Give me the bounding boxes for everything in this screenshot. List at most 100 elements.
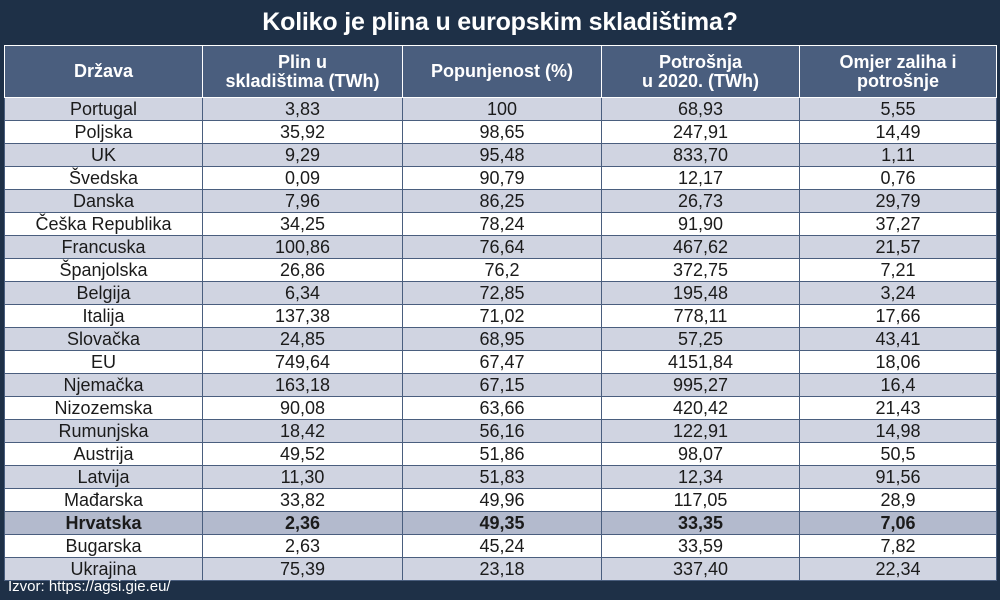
source-note: Izvor: https://agsi.gie.eu/: [8, 578, 171, 595]
cell-country: Italija: [4, 304, 203, 328]
cell-country: UK: [4, 143, 203, 167]
cell-storage: 0,09: [202, 166, 403, 190]
table-row: Švedska 0,09 90,79 12,17 0,76: [4, 166, 997, 190]
table-row: Nizozemska 90,08 63,66 420,42 21,43: [4, 396, 997, 420]
cell-storage: 26,86: [202, 258, 403, 282]
cell-storage: 2,36: [202, 511, 403, 535]
cell-fill: 63,66: [402, 396, 602, 420]
cell-country: Slovačka: [4, 327, 203, 351]
cell-country: Belgija: [4, 281, 203, 305]
cell-country: EU: [4, 350, 203, 374]
table-row: EU 749,64 67,47 4151,84 18,06: [4, 350, 997, 374]
cell-ratio: 0,76: [799, 166, 997, 190]
cell-ratio: 7,82: [799, 534, 997, 558]
cell-ratio: 18,06: [799, 350, 997, 374]
cell-country: Češka Republika: [4, 212, 203, 236]
cell-ratio: 3,24: [799, 281, 997, 305]
table-row: Danska 7,96 86,25 26,73 29,79: [4, 189, 997, 213]
cell-storage: 90,08: [202, 396, 403, 420]
cell-storage: 33,82: [202, 488, 403, 512]
cell-consumption: 195,48: [601, 281, 800, 305]
table-header-row: Država Plin u skladištima (TWh) Popunjenost…: [4, 45, 997, 98]
cell-consumption: 247,91: [601, 120, 800, 144]
table-row: Njemačka 163,18 67,15 995,27 16,4: [4, 373, 997, 397]
cell-ratio: 22,34: [799, 557, 997, 581]
table-body: Portugal 3,83 100 68,93 5,55 Poljska 35,92 98,6…: [4, 97, 997, 581]
cell-ratio: 14,98: [799, 419, 997, 443]
cell-consumption: 33,59: [601, 534, 800, 558]
cell-fill: 23,18: [402, 557, 602, 581]
cell-country: Španjolska: [4, 258, 203, 282]
cell-ratio: 29,79: [799, 189, 997, 213]
cell-consumption: 995,27: [601, 373, 800, 397]
cell-country: Hrvatska: [4, 511, 203, 535]
cell-ratio: 5,55: [799, 97, 997, 121]
cell-fill: 86,25: [402, 189, 602, 213]
cell-ratio: 17,66: [799, 304, 997, 328]
cell-country: Rumunjska: [4, 419, 203, 443]
cell-country: Poljska: [4, 120, 203, 144]
cell-storage: 24,85: [202, 327, 403, 351]
cell-country: Latvija: [4, 465, 203, 489]
column-header-storage: Plin u skladištima (TWh): [202, 45, 403, 98]
cell-country: Bugarska: [4, 534, 203, 558]
cell-consumption: 778,11: [601, 304, 800, 328]
table-row: Latvija 11,30 51,83 12,34 91,56: [4, 465, 997, 489]
cell-consumption: 4151,84: [601, 350, 800, 374]
cell-consumption: 57,25: [601, 327, 800, 351]
column-header-country: Država: [4, 45, 203, 98]
cell-consumption: 467,62: [601, 235, 800, 259]
cell-fill: 49,35: [402, 511, 602, 535]
cell-consumption: 68,93: [601, 97, 800, 121]
table-row: Portugal 3,83 100 68,93 5,55: [4, 97, 997, 121]
cell-fill: 45,24: [402, 534, 602, 558]
cell-fill: 95,48: [402, 143, 602, 167]
cell-storage: 49,52: [202, 442, 403, 466]
cell-fill: 90,79: [402, 166, 602, 190]
table-row: Češka Republika 34,25 78,24 91,90 37,27: [4, 212, 997, 236]
table-row: Italija 137,38 71,02 778,11 17,66: [4, 304, 997, 328]
cell-storage: 11,30: [202, 465, 403, 489]
table-row: Belgija 6,34 72,85 195,48 3,24: [4, 281, 997, 305]
cell-ratio: 37,27: [799, 212, 997, 236]
cell-ratio: 1,11: [799, 143, 997, 167]
cell-storage: 9,29: [202, 143, 403, 167]
gas-storage-table: Država Plin u skladištima (TWh) Popunjenost…: [4, 45, 997, 581]
cell-consumption: 26,73: [601, 189, 800, 213]
table-row: Bugarska 2,63 45,24 33,59 7,82: [4, 534, 997, 558]
cell-storage: 100,86: [202, 235, 403, 259]
cell-ratio: 21,43: [799, 396, 997, 420]
cell-fill: 71,02: [402, 304, 602, 328]
cell-country: Danska: [4, 189, 203, 213]
cell-consumption: 420,42: [601, 396, 800, 420]
cell-consumption: 33,35: [601, 511, 800, 535]
cell-fill: 67,47: [402, 350, 602, 374]
table-row: Austrija 49,52 51,86 98,07 50,5: [4, 442, 997, 466]
cell-ratio: 91,56: [799, 465, 997, 489]
cell-country: Ukrajina: [4, 557, 203, 581]
cell-fill: 51,83: [402, 465, 602, 489]
cell-storage: 163,18: [202, 373, 403, 397]
cell-storage: 749,64: [202, 350, 403, 374]
cell-fill: 76,2: [402, 258, 602, 282]
cell-storage: 3,83: [202, 97, 403, 121]
cell-storage: 137,38: [202, 304, 403, 328]
cell-storage: 34,25: [202, 212, 403, 236]
cell-ratio: 43,41: [799, 327, 997, 351]
cell-country: Nizozemska: [4, 396, 203, 420]
cell-ratio: 28,9: [799, 488, 997, 512]
cell-consumption: 117,05: [601, 488, 800, 512]
column-header-ratio: Omjer zaliha i potrošnje: [799, 45, 997, 98]
table-row: Poljska 35,92 98,65 247,91 14,49: [4, 120, 997, 144]
cell-fill: 98,65: [402, 120, 602, 144]
cell-storage: 2,63: [202, 534, 403, 558]
cell-fill: 100: [402, 97, 602, 121]
cell-consumption: 12,34: [601, 465, 800, 489]
table-row: Slovačka 24,85 68,95 57,25 43,41: [4, 327, 997, 351]
cell-fill: 56,16: [402, 419, 602, 443]
table-row-highlighted: Hrvatska 2,36 49,35 33,35 7,06: [4, 511, 997, 535]
cell-ratio: 14,49: [799, 120, 997, 144]
table-row: UK 9,29 95,48 833,70 1,11: [4, 143, 997, 167]
cell-fill: 68,95: [402, 327, 602, 351]
cell-storage: 35,92: [202, 120, 403, 144]
